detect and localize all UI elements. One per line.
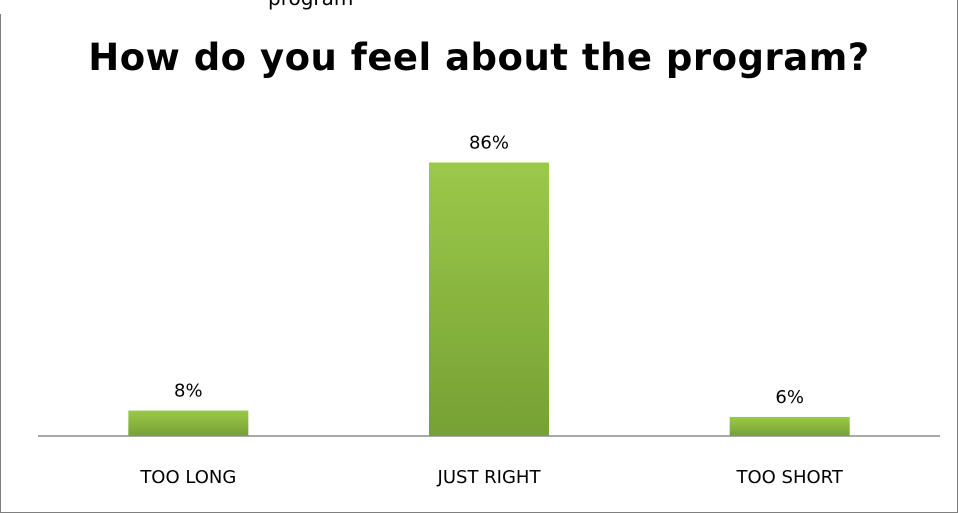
category-tick-label: TOO LONG	[139, 467, 236, 488]
data-label: 6%	[775, 387, 804, 408]
chart-title: How do you feel about the program?	[88, 36, 870, 79]
data-label: 8%	[174, 381, 203, 402]
bar-too-long	[128, 410, 249, 436]
category-tick-label: TOO SHORT	[735, 467, 843, 488]
labels-layer: 8% TOO LONG 86% JUST RIGHT 6% TOO SHORT	[139, 133, 844, 488]
bar-just-right	[429, 162, 549, 436]
data-label: 86%	[469, 133, 509, 154]
bars-layer	[128, 162, 850, 436]
category-tick-label: JUST RIGHT	[437, 467, 542, 488]
bar-too-short	[729, 416, 850, 436]
cut-off-text: program	[268, 0, 353, 10]
